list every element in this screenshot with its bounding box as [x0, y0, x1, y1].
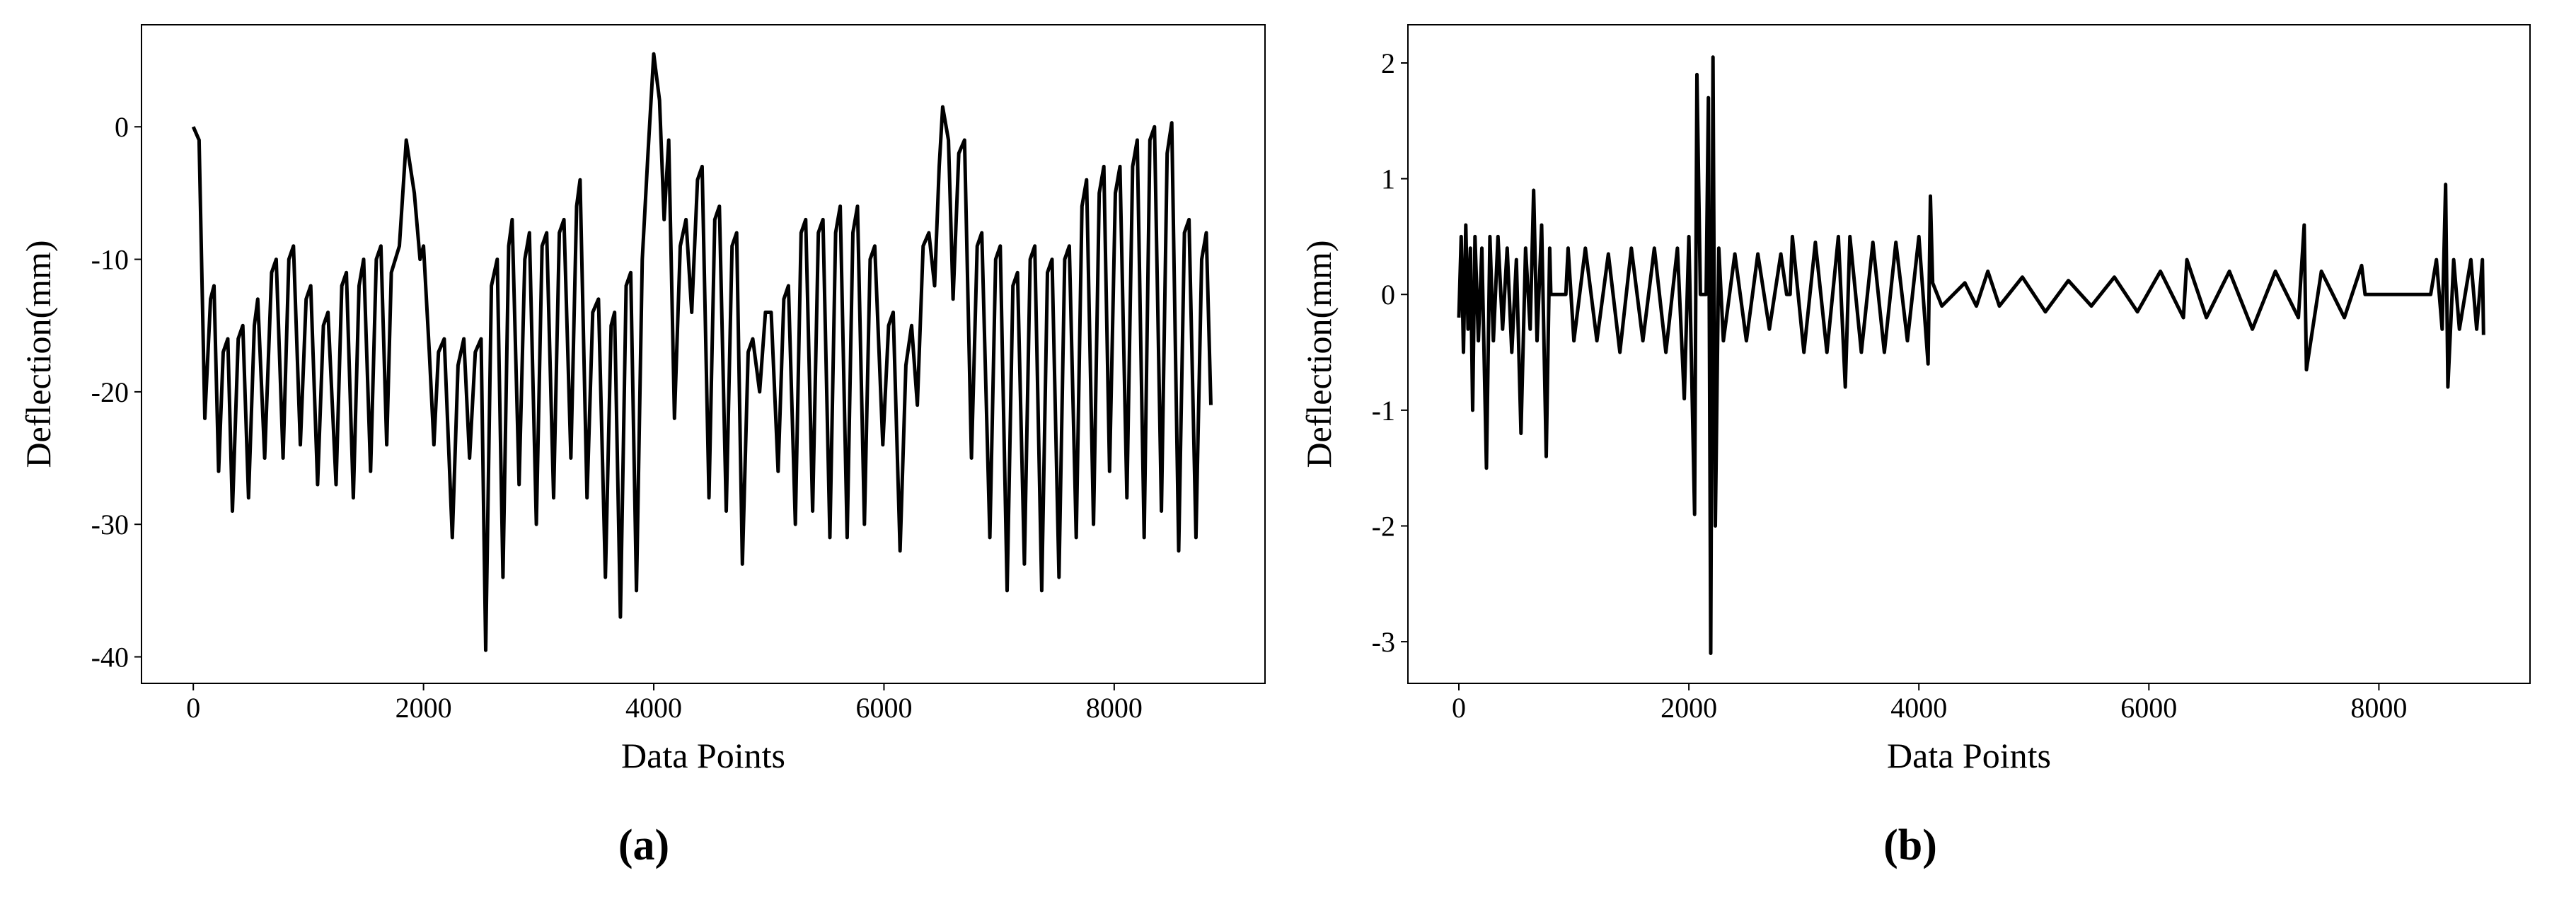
y-tick-label: 0 — [115, 111, 129, 143]
plot-frame — [141, 24, 1266, 684]
y-tick-label: -20 — [91, 376, 129, 408]
y-tick-label: -3 — [1372, 626, 1395, 658]
y-tick-label: -30 — [91, 509, 129, 540]
x-tick-label: 2000 — [395, 692, 452, 724]
x-axis-label: Data Points — [1887, 736, 2051, 775]
y-tick-label: 0 — [1381, 279, 1395, 311]
data-line — [1457, 55, 2485, 655]
x-axis-label: Data Points — [621, 736, 785, 775]
x-tick-label: 0 — [186, 692, 200, 724]
caption: (b) — [1883, 821, 1937, 869]
x-tick-label: 8000 — [1086, 692, 1143, 724]
x-tick-label: 6000 — [2120, 692, 2177, 724]
data-line — [191, 52, 1213, 652]
x-tick-label: 8000 — [2350, 692, 2407, 724]
x-tick-label: 6000 — [855, 692, 912, 724]
x-tick-label: 4000 — [1890, 692, 1947, 724]
x-tick-label: 2000 — [1660, 692, 1717, 724]
y-tick-label: -10 — [91, 244, 129, 276]
y-tick-label: 1 — [1381, 163, 1395, 195]
y-tick-label: 2 — [1381, 47, 1395, 79]
y-tick-label: -1 — [1372, 395, 1395, 427]
caption: (a) — [618, 821, 669, 869]
y-axis-label: Deflection(mm) — [1299, 240, 1339, 468]
x-tick-label: 4000 — [625, 692, 682, 724]
y-tick-label: -2 — [1372, 510, 1395, 542]
x-tick-label: 0 — [1452, 692, 1466, 724]
y-tick-label: -40 — [91, 642, 129, 673]
y-axis-label: Deflection(mm) — [18, 240, 58, 468]
plot-frame — [1407, 24, 2531, 684]
